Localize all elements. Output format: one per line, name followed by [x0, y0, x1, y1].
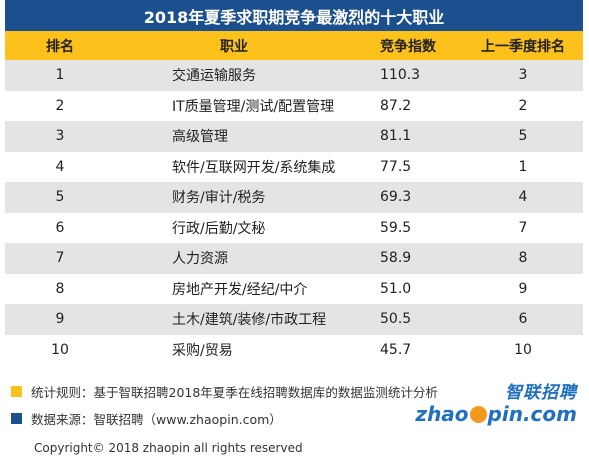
- prev-rank-cell: 3: [518, 67, 528, 84]
- logo-en-left: zhao: [415, 402, 469, 426]
- score-cell: 110.3: [380, 67, 421, 84]
- note-rule-text: 统计规则：基于智联招聘2018年夏季在线招聘数据库的数据监测统计分析: [31, 385, 438, 400]
- rank-cell: 6: [55, 219, 65, 236]
- notes-area: 统计规则：基于智联招聘2018年夏季在线招聘数据库的数据监测统计分析 数据来源：…: [5, 374, 583, 434]
- job-cell: 行政/后勤/文秘: [172, 220, 266, 237]
- note-source-text: 数据来源：智联招聘（www.zhaopin.com）: [31, 412, 282, 427]
- table-row: 10 采购/贸易 45.7 10: [5, 334, 583, 365]
- score-cell: 45.7: [380, 341, 412, 358]
- prev-rank-cell: 4: [518, 189, 528, 206]
- prev-rank-cell: 6: [518, 311, 528, 328]
- job-cell: 财务/审计/税务: [172, 190, 266, 207]
- rank-cell: 8: [55, 280, 65, 297]
- zhaopin-logo: 智联招聘 zhao pin.com: [415, 378, 577, 428]
- header-rank: 排名: [46, 38, 74, 55]
- rank-cell: 10: [51, 341, 69, 358]
- table-title: 2018年夏季求职期竞争最激烈的十大职业: [5, 0, 583, 31]
- copyright: Copyright© 2018 zhaopin all rights reser…: [34, 441, 303, 455]
- job-cell: 高级管理: [172, 129, 228, 146]
- score-cell: 77.5: [380, 158, 412, 175]
- score-cell: 69.3: [380, 189, 412, 206]
- rank-cell: 7: [55, 250, 65, 267]
- table-row: 5 财务/审计/税务 69.3 4: [5, 182, 583, 213]
- rank-cell: 2: [55, 97, 65, 114]
- prev-rank-cell: 8: [518, 250, 528, 267]
- job-cell: 采购/贸易: [172, 342, 233, 359]
- logo-en-right: pin.com: [487, 402, 577, 426]
- job-cell: 土木/建筑/装修/市政工程: [172, 312, 327, 329]
- rank-cell: 5: [55, 189, 65, 206]
- score-cell: 81.1: [380, 128, 412, 145]
- rank-cell: 1: [55, 67, 65, 84]
- prev-rank-cell: 9: [518, 280, 528, 297]
- table-row: 2 IT质量管理/测试/配置管理 87.2 2: [5, 90, 583, 121]
- rank-cell: 4: [55, 158, 65, 175]
- table-row: 1 交通运输服务 110.3 3: [5, 60, 583, 91]
- job-cell: IT质量管理/测试/配置管理: [172, 98, 335, 115]
- ball-icon: [469, 405, 487, 423]
- table-row: 7 人力资源 58.9 8: [5, 243, 583, 274]
- job-cell: 软件/互联网开发/系统集成: [172, 159, 336, 176]
- header-prev-rank: 上一季度排名: [481, 38, 565, 55]
- score-cell: 58.9: [380, 250, 412, 267]
- table-row: 6 行政/后勤/文秘 59.5 7: [5, 212, 583, 243]
- table-row: 3 高级管理 81.1 5: [5, 121, 583, 152]
- note-source: 数据来源：智联招聘（www.zhaopin.com）: [11, 409, 282, 428]
- score-cell: 59.5: [380, 219, 412, 236]
- prev-rank-cell: 1: [518, 158, 528, 175]
- prev-rank-cell: 10: [514, 341, 532, 358]
- job-cell: 房地产开发/经纪/中介: [172, 281, 308, 298]
- table-header-row: 排名 职业 竞争指数 上一季度排名: [5, 31, 583, 60]
- prev-rank-cell: 7: [518, 219, 528, 236]
- table-row: 8 房地产开发/经纪/中介 51.0 9: [5, 273, 583, 304]
- prev-rank-cell: 5: [518, 128, 528, 145]
- score-cell: 51.0: [380, 280, 412, 297]
- yellow-square-icon: [11, 386, 22, 397]
- logo-cn-text: 智联招聘: [505, 383, 577, 403]
- rank-cell: 9: [55, 311, 65, 328]
- job-cell: 交通运输服务: [172, 68, 256, 85]
- table-row: 4 软件/互联网开发/系统集成 77.5 1: [5, 151, 583, 182]
- prev-rank-cell: 2: [518, 97, 528, 114]
- note-rule: 统计规则：基于智联招聘2018年夏季在线招聘数据库的数据监测统计分析: [11, 382, 438, 401]
- table-row: 9 土木/建筑/装修/市政工程 50.5 6: [5, 304, 583, 335]
- job-cell: 人力资源: [172, 251, 228, 268]
- score-cell: 87.2: [380, 97, 412, 114]
- rank-cell: 3: [55, 128, 65, 145]
- blue-square-icon: [11, 413, 22, 424]
- logo-en-text: zhao pin.com: [415, 402, 577, 426]
- header-job: 职业: [220, 38, 248, 55]
- table-body: 1 交通运输服务 110.3 3 2 IT质量管理/测试/配置管理 87.2 2 3 高级管理 81…: [5, 60, 583, 365]
- header-score: 竞争指数: [380, 38, 436, 55]
- score-cell: 50.5: [380, 311, 412, 328]
